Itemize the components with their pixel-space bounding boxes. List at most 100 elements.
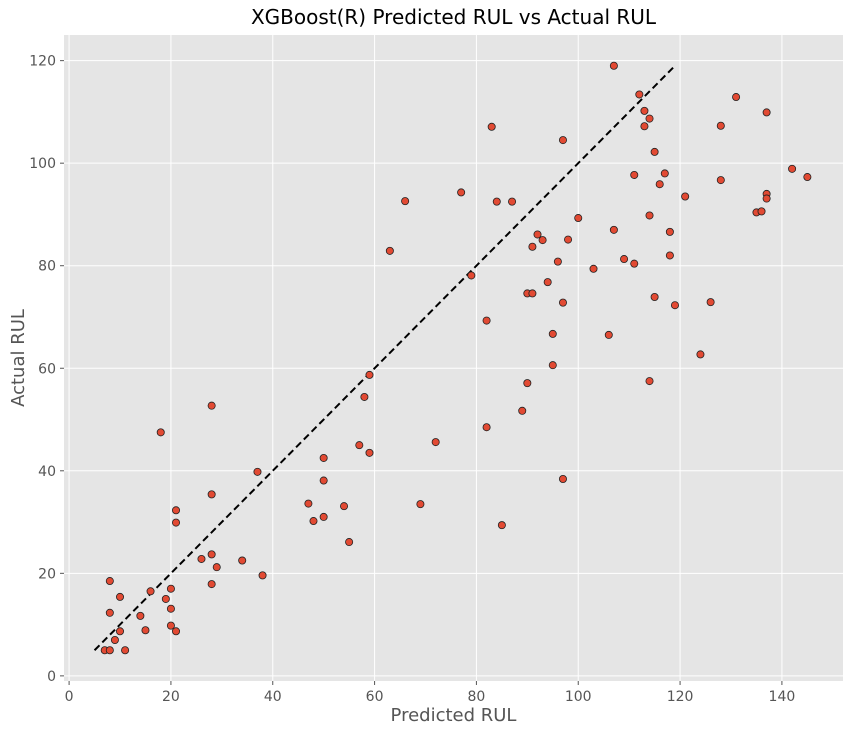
scatter-point bbox=[681, 192, 690, 201]
scatter-point bbox=[467, 271, 476, 280]
y-tick-label: 20 bbox=[38, 566, 56, 582]
scatter-point bbox=[528, 289, 537, 298]
scatter-point bbox=[670, 301, 679, 310]
scatter-point bbox=[655, 180, 664, 189]
scatter-point bbox=[630, 170, 639, 179]
scatter-point bbox=[665, 251, 674, 260]
scatter-point bbox=[457, 188, 466, 197]
scatter-point bbox=[630, 259, 639, 268]
scatter-point bbox=[156, 428, 165, 437]
grid-lines bbox=[64, 35, 843, 681]
scatter-point bbox=[253, 467, 262, 476]
scatter-point bbox=[645, 114, 654, 123]
scatter-point bbox=[172, 506, 181, 515]
scatter-point bbox=[340, 502, 349, 511]
scatter-point bbox=[482, 423, 491, 432]
scatter-point bbox=[706, 298, 715, 307]
scatter-point bbox=[574, 214, 583, 223]
scatter-point bbox=[650, 292, 659, 301]
scatter-point bbox=[635, 90, 644, 99]
scatter-point bbox=[660, 169, 669, 178]
scatter-point bbox=[319, 512, 328, 521]
scatter-point bbox=[166, 621, 175, 630]
scatter-point bbox=[385, 246, 394, 255]
scatter-point bbox=[197, 554, 206, 563]
scatter-point bbox=[365, 448, 374, 457]
chart-title: XGBoost(R) Predicted RUL vs Actual RUL bbox=[251, 5, 657, 29]
scatter-point bbox=[558, 136, 567, 145]
scatter-point bbox=[645, 377, 654, 386]
scatter-point bbox=[548, 361, 557, 370]
scatter-point bbox=[345, 538, 354, 547]
scatter-point bbox=[497, 521, 506, 530]
scatter-point bbox=[401, 197, 410, 206]
scatter-point bbox=[716, 176, 725, 185]
scatter-point bbox=[355, 441, 364, 450]
scatter-point bbox=[146, 587, 155, 596]
scatter-point bbox=[207, 490, 216, 499]
scatter-point bbox=[553, 257, 562, 266]
scatter-point bbox=[116, 592, 125, 601]
scatter-point bbox=[238, 556, 247, 565]
y-tick-label: 40 bbox=[38, 464, 56, 480]
scatter-point bbox=[141, 626, 150, 635]
scatter-point bbox=[105, 608, 114, 617]
x-tick-label: 0 bbox=[65, 689, 74, 705]
scatter-point bbox=[172, 627, 181, 636]
scatter-point bbox=[650, 147, 659, 156]
scatter-point bbox=[416, 500, 425, 509]
scatter-point bbox=[482, 316, 491, 325]
x-tick-label: 40 bbox=[264, 689, 282, 705]
scatter-point bbox=[207, 401, 216, 410]
scatter-point bbox=[620, 255, 629, 264]
scatter-point bbox=[207, 550, 216, 559]
x-tick-label: 120 bbox=[667, 689, 694, 705]
scatter-point bbox=[105, 646, 114, 655]
plot-area bbox=[64, 35, 843, 681]
reference-line bbox=[93, 65, 676, 651]
scatter-point bbox=[757, 207, 766, 216]
scatter-point bbox=[533, 230, 542, 239]
data-points bbox=[100, 61, 812, 655]
scatter-point bbox=[523, 379, 532, 388]
scatter-point bbox=[166, 604, 175, 613]
scatter-point bbox=[558, 474, 567, 483]
axis-ticks: 0 20 40 60 80 100 120 140 0 20 40 60 80 100 120 bbox=[29, 54, 795, 705]
scatter-point bbox=[803, 173, 812, 182]
y-axis-label: Actual RUL bbox=[8, 309, 29, 407]
y-tick-label: 0 bbox=[47, 669, 56, 685]
scatter-point bbox=[136, 611, 145, 620]
x-tick-label: 80 bbox=[467, 689, 485, 705]
scatter-point bbox=[538, 236, 547, 245]
scatter-point bbox=[110, 635, 119, 644]
x-tick-label: 100 bbox=[565, 689, 592, 705]
x-axis-label: Predicted RUL bbox=[391, 705, 517, 726]
scatter-point bbox=[258, 571, 267, 580]
scatter-point bbox=[518, 406, 527, 415]
scatter-point bbox=[304, 499, 313, 508]
scatter-point bbox=[604, 330, 613, 339]
scatter-point bbox=[716, 121, 725, 130]
scatter-point bbox=[548, 329, 557, 338]
scatter-point bbox=[732, 93, 741, 102]
x-tick-label: 60 bbox=[366, 689, 384, 705]
scatter-point bbox=[589, 264, 598, 273]
scatter-point bbox=[762, 194, 771, 203]
scatter-point bbox=[161, 594, 170, 603]
scatter-point bbox=[645, 211, 654, 220]
scatter-point bbox=[487, 122, 496, 131]
y-tick-label: 100 bbox=[29, 156, 56, 172]
scatter-point bbox=[166, 584, 175, 593]
scatter-point bbox=[492, 197, 501, 206]
scatter-point bbox=[609, 225, 618, 234]
scatter-point bbox=[640, 122, 649, 131]
scatter-point bbox=[360, 392, 369, 401]
scatter-point bbox=[762, 108, 771, 117]
x-tick-label: 20 bbox=[162, 689, 180, 705]
scatter-point bbox=[207, 580, 216, 589]
scatter-point bbox=[105, 577, 114, 586]
y-tick-label: 120 bbox=[29, 54, 56, 70]
scatter-point bbox=[121, 646, 130, 655]
y-tick-label: 60 bbox=[38, 361, 56, 377]
